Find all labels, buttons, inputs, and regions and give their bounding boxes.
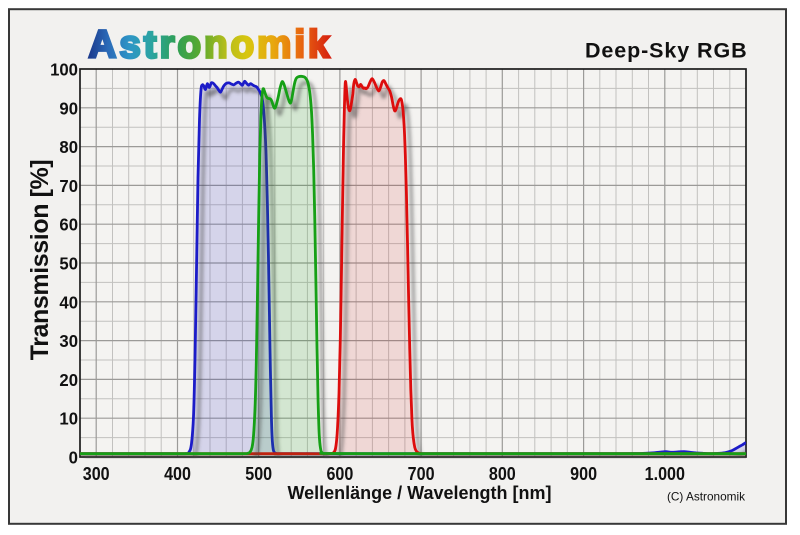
svg-text:50: 50 [59, 253, 78, 274]
svg-text:60: 60 [59, 214, 78, 235]
svg-text:Transmission [%]: Transmission [%] [26, 160, 54, 361]
svg-text:900: 900 [570, 463, 597, 484]
svg-text:Deep-Sky RGB: Deep-Sky RGB [585, 39, 748, 63]
svg-text:400: 400 [164, 463, 191, 484]
svg-text:300: 300 [83, 463, 110, 484]
svg-text:70: 70 [59, 175, 78, 196]
svg-text:80: 80 [59, 137, 78, 158]
svg-text:700: 700 [408, 463, 435, 484]
svg-text:40: 40 [59, 292, 78, 313]
svg-text:20: 20 [59, 369, 78, 390]
svg-text:500: 500 [245, 463, 272, 484]
svg-text:Wellenlänge / Wavelength [nm]: Wellenlänge / Wavelength [nm] [287, 483, 551, 503]
svg-text:90: 90 [59, 98, 78, 119]
svg-text:800: 800 [489, 463, 516, 484]
svg-text:600: 600 [326, 463, 353, 484]
svg-text:(C) Astronomik: (C) Astronomik [667, 490, 745, 504]
svg-text:100: 100 [50, 59, 78, 80]
svg-text:Astronomik: Astronomik [89, 24, 333, 67]
svg-text:30: 30 [59, 331, 78, 352]
svg-text:10: 10 [59, 408, 78, 429]
svg-text:1.000: 1.000 [645, 463, 685, 484]
svg-text:0: 0 [69, 447, 78, 468]
